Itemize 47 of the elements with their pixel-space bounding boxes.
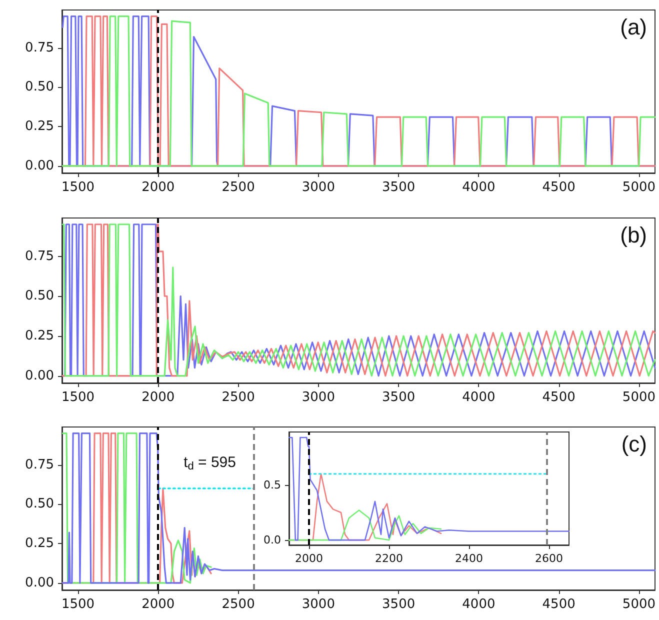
x-tick-label: 2000 (142, 180, 175, 195)
x-tick-label: 1500 (61, 180, 95, 195)
x-tick-label: 2400 (455, 552, 483, 565)
line-series (288, 436, 570, 541)
x-tick-label: 5000 (622, 390, 656, 405)
x-tick-label: 4000 (462, 390, 496, 405)
x-tick-label: 4000 (462, 597, 496, 612)
annotation: (c) (621, 432, 648, 456)
x-tick-label: 2600 (535, 552, 563, 565)
x-tick-label: 3000 (302, 180, 335, 195)
x-tick-label: 4500 (542, 597, 576, 612)
x-tick-label: 3500 (382, 597, 416, 612)
y-tick-label: 0.00 (25, 368, 54, 384)
x-tick-label: 4500 (542, 180, 576, 195)
x-tick-label: 2500 (222, 180, 255, 195)
y-tick-label: 0.75 (25, 40, 54, 56)
x-tick-label: 3500 (382, 180, 416, 195)
x-tick-label: 2500 (222, 390, 255, 405)
x-tick-label: 2000 (142, 597, 175, 612)
x-tick-label: 1500 (61, 390, 95, 405)
x-tick-label: 4000 (462, 180, 496, 195)
y-tick-label: 0.50 (25, 80, 54, 95)
y-tick-label: 0.75 (25, 457, 54, 472)
x-tick-label: 5000 (622, 597, 656, 612)
y-tick-label: 0.50 (25, 496, 54, 512)
y-tick-label: 0.25 (25, 328, 54, 344)
x-tick-label: 1500 (61, 597, 95, 612)
y-tick-label: 0.0 (264, 534, 281, 547)
y-tick-label: 0.75 (25, 248, 54, 264)
x-tick-label: 2500 (222, 597, 255, 612)
x-tick-label: 3000 (302, 597, 335, 612)
y-tick-label: 0.00 (25, 158, 54, 174)
x-tick-label: 3000 (302, 390, 335, 405)
line-series (288, 510, 442, 541)
y-tick-label: 0.00 (25, 575, 54, 590)
y-tick-label: 0.25 (25, 119, 54, 134)
x-tick-label: 3500 (382, 390, 416, 405)
y-tick-label: 0.5 (264, 478, 281, 492)
x-tick-label: 4500 (542, 390, 576, 405)
y-tick-label: 0.50 (25, 288, 54, 304)
annotation: (b) (620, 222, 648, 248)
x-tick-label: 2000 (295, 552, 323, 565)
x-tick-label: 5000 (622, 180, 656, 195)
annotation: (a) (620, 14, 648, 40)
x-tick-label: 2200 (375, 552, 403, 565)
x-tick-label: 2000 (142, 390, 175, 405)
y-tick-label: 0.25 (25, 536, 54, 552)
